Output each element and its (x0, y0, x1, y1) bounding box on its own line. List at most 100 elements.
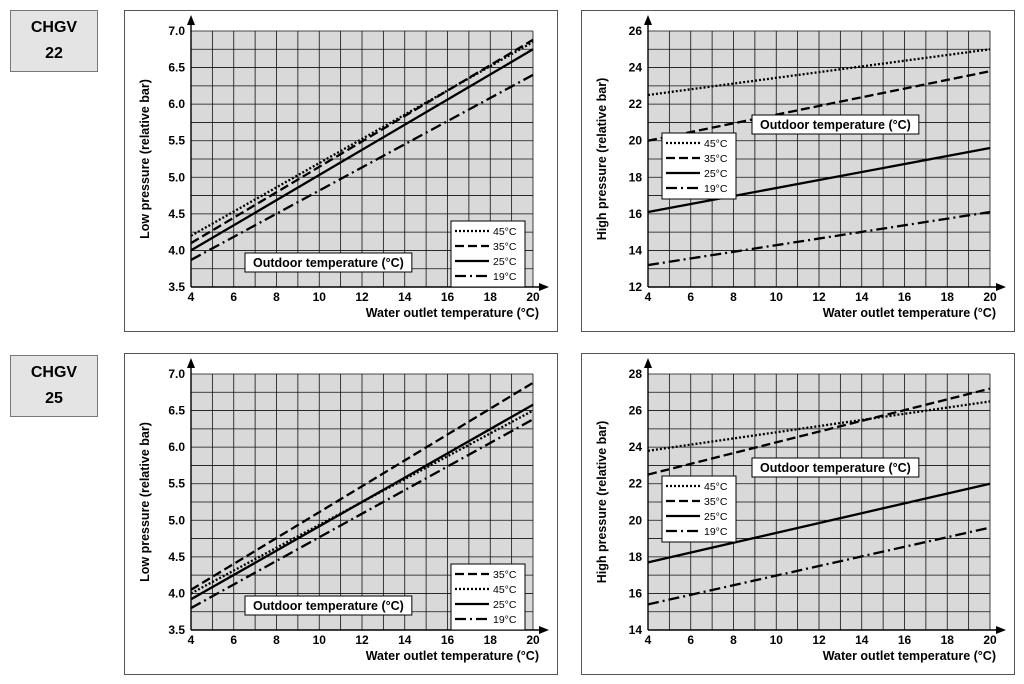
legend-label: 25°C (704, 511, 728, 523)
x-tick-label: 8 (730, 290, 737, 304)
y-axis-arrow (644, 15, 652, 25)
model-label-line1: CHGV (30, 19, 78, 36)
legend-label: 35°C (704, 153, 728, 165)
x-tick-label: 6 (230, 633, 237, 647)
legend-label: 35°C (704, 496, 728, 508)
x-axis-title: Water outlet temperature (°C) (823, 649, 996, 663)
x-tick-label: 20 (526, 633, 540, 647)
legend-label: 45°C (493, 584, 517, 596)
y-tick-label: 5.5 (168, 134, 185, 148)
series-line-dashdot (647, 526, 991, 606)
x-axis-arrow (539, 283, 549, 291)
series-line-dotted (647, 48, 991, 97)
y-tick-label: 14 (629, 623, 643, 637)
legend-title-box (244, 252, 413, 273)
legend-title-group: Outdoor temperature (°C) (751, 457, 920, 478)
x-tick-label: 12 (812, 290, 826, 304)
model-label-box: CHGV 25 (10, 355, 98, 417)
y-axis-arrow (644, 358, 652, 368)
series-line-dashed (190, 381, 534, 591)
x-tick-label: 4 (188, 633, 195, 647)
x-tick-label: 16 (441, 633, 455, 647)
y-tick-label: 20 (629, 134, 643, 148)
x-tick-label: 12 (355, 290, 369, 304)
legend-label: 19°C (704, 183, 728, 195)
x-tick-label: 18 (941, 633, 955, 647)
y-tick-label: 16 (629, 586, 643, 600)
y-tick-label: 22 (629, 97, 643, 111)
y-axis-arrow (187, 358, 195, 368)
legend-label: 25°C (493, 599, 517, 611)
chart-svg: 4 6 8 10 12 14 16 18 20 3.5 4.0 4.5 5.0 5.5 6.0 6.5 7.0 W… (138, 15, 549, 320)
x-axis-title: Water outlet temperature (°C) (823, 306, 996, 320)
low-pressure-chart-panel: 4 6 8 10 12 14 16 18 20 3.5 4.0 4.5 5.0 5.5 6.0 6.5 7.0 W… (124, 353, 558, 675)
x-tick-label: 10 (313, 290, 327, 304)
y-tick-label: 6.0 (168, 440, 185, 454)
legend-label: 45°C (704, 481, 728, 493)
model-label-line2: 25 (45, 390, 63, 407)
x-tick-label: 16 (898, 290, 912, 304)
y-axis-title: High pressure (relative bar) (595, 78, 609, 241)
y-tick-label: 4.0 (168, 586, 185, 600)
y-tick-label: 6.5 (168, 61, 185, 75)
high-pressure-chart-panel: 4 6 8 10 12 14 16 18 20 14 16 18 20 22 24 26 28 Water out… (581, 353, 1015, 675)
y-tick-label: 18 (629, 550, 643, 564)
y-tick-label: 26 (629, 24, 643, 38)
legend-title-group: Outdoor temperature (°C) (751, 114, 920, 135)
y-tick-label: 3.5 (168, 623, 185, 637)
y-axis-title: Low pressure (relative bar) (138, 422, 152, 582)
x-tick-label: 10 (313, 633, 327, 647)
legend-title: Outdoor temperature (°C) (253, 256, 404, 270)
x-axis-arrow (996, 626, 1006, 634)
x-tick-label: 20 (983, 633, 997, 647)
grid (190, 30, 534, 288)
y-tick-label: 24 (629, 61, 643, 75)
x-tick-label: 20 (526, 290, 540, 304)
model-label-line2: 22 (45, 45, 63, 62)
model-label-box: CHGV 22 (10, 10, 98, 72)
series-line-dashdot (190, 73, 534, 261)
x-axis-arrow (996, 283, 1006, 291)
series-line-dashed (190, 38, 534, 245)
series-line-dotted (190, 40, 534, 237)
model-label-line1: CHGV (30, 364, 78, 381)
x-tick-label: 12 (812, 633, 826, 647)
legend: 45°C 35°C 25°C 19°C (661, 475, 737, 543)
y-tick-label: 7.0 (168, 24, 185, 38)
y-tick-label: 22 (629, 477, 643, 491)
y-tick-label: 28 (629, 367, 643, 381)
y-tick-label: 3.5 (168, 280, 185, 294)
y-axis-title: High pressure (relative bar) (595, 421, 609, 584)
x-tick-label: 20 (983, 290, 997, 304)
legend-label: 35°C (493, 569, 517, 581)
legend-title-box (751, 457, 920, 478)
x-tick-label: 14 (855, 633, 869, 647)
y-tick-label: 7.0 (168, 367, 185, 381)
x-tick-label: 8 (273, 633, 280, 647)
x-tick-label: 6 (687, 290, 694, 304)
y-tick-label: 26 (629, 404, 643, 418)
series-line-dashdot (647, 210, 991, 267)
series-line-dotted (647, 400, 991, 452)
legend-title-box (751, 114, 920, 135)
legend: 35°C 45°C 25°C 19°C (450, 563, 526, 631)
chart-svg: 4 6 8 10 12 14 16 18 20 14 16 18 20 22 24 26 28 Water out… (595, 358, 1006, 663)
legend-title: Outdoor temperature (°C) (760, 118, 911, 132)
legend-label: 25°C (493, 256, 517, 268)
x-tick-label: 6 (230, 290, 237, 304)
y-tick-label: 4.5 (168, 550, 185, 564)
x-tick-label: 4 (645, 290, 652, 304)
y-axis-arrow (187, 15, 195, 25)
series-line-dashed (647, 387, 991, 476)
chart-svg: 4 6 8 10 12 14 16 18 20 12 14 16 18 20 22 24 26 Water out… (595, 15, 1006, 320)
x-tick-label: 14 (398, 290, 412, 304)
legend-label: 19°C (704, 526, 728, 538)
x-tick-label: 14 (855, 290, 869, 304)
x-tick-label: 18 (484, 633, 498, 647)
y-tick-label: 5.0 (168, 513, 185, 527)
x-tick-label: 12 (355, 633, 369, 647)
legend-label: 35°C (493, 241, 517, 253)
y-tick-label: 4.5 (168, 207, 185, 221)
legend-title-group: Outdoor temperature (°C) (244, 595, 413, 616)
y-tick-label: 14 (629, 243, 643, 257)
